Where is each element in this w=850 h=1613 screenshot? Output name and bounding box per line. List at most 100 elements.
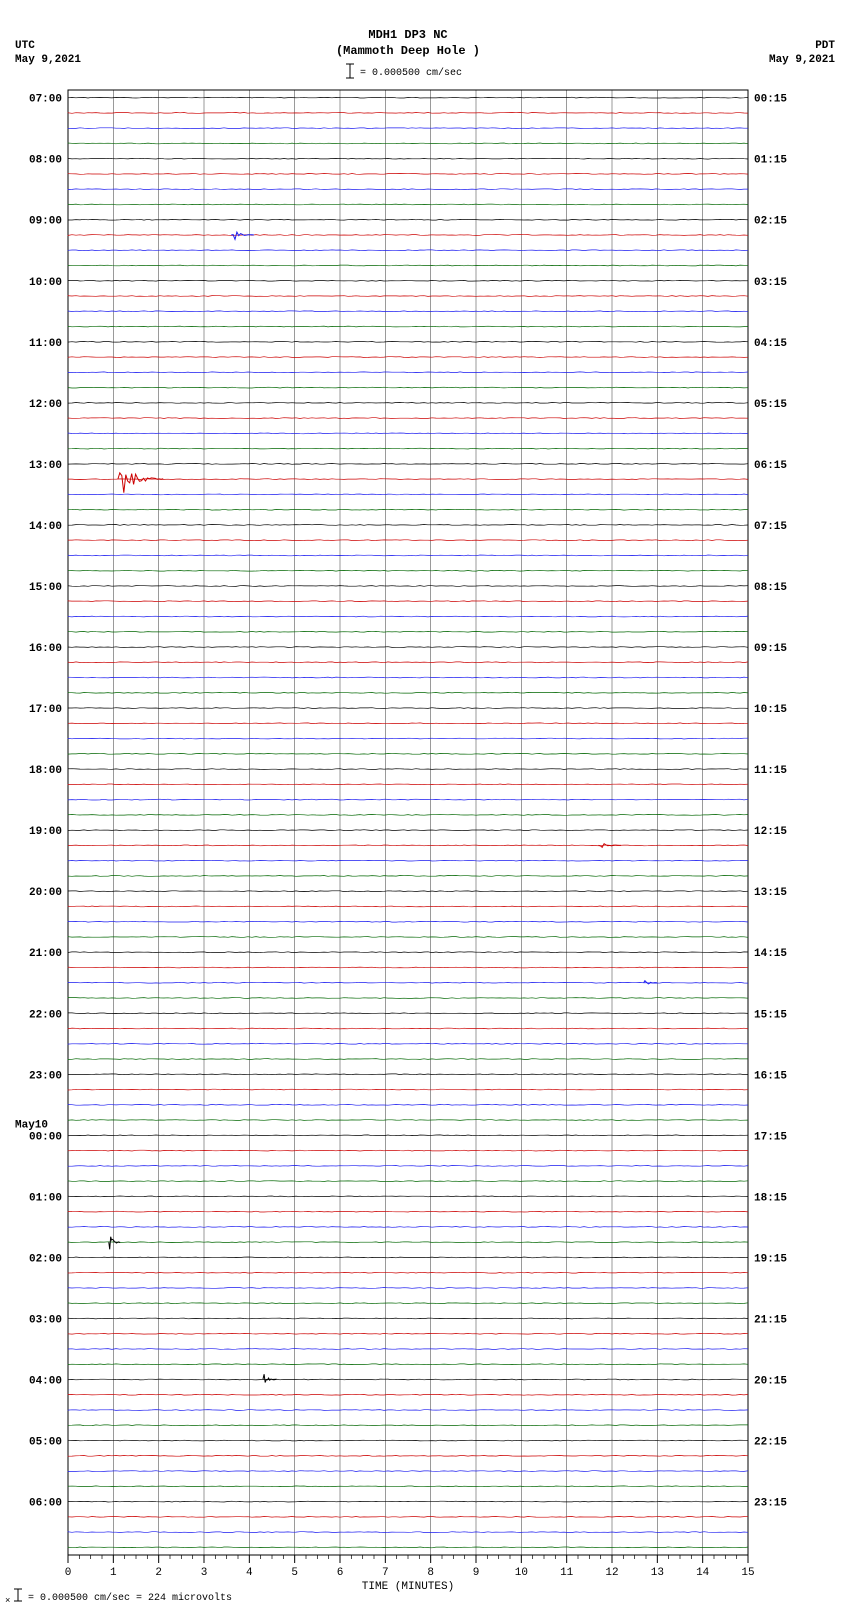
right-hour-label: 04:15 bbox=[754, 338, 787, 350]
right-hour-label: 20:15 bbox=[754, 1376, 787, 1388]
trace-row bbox=[68, 647, 748, 648]
right-hour-label: 13:15 bbox=[754, 887, 787, 899]
trace-row bbox=[68, 998, 748, 999]
trace-row bbox=[68, 402, 748, 403]
trace-row bbox=[68, 1333, 748, 1334]
x-tick-label: 9 bbox=[473, 1567, 480, 1579]
right-hour-label: 15:15 bbox=[754, 1009, 787, 1021]
trace-row bbox=[68, 1486, 748, 1487]
trace-row bbox=[68, 555, 748, 556]
trace-row bbox=[68, 219, 748, 220]
trace-row bbox=[68, 1028, 748, 1029]
trace-row bbox=[68, 113, 748, 114]
left-hour-label: 06:00 bbox=[29, 1498, 62, 1510]
trace-row bbox=[68, 1135, 748, 1136]
x-tick-label: 14 bbox=[696, 1567, 710, 1579]
trace-row bbox=[68, 570, 748, 571]
right-hour-label: 02:15 bbox=[754, 216, 787, 228]
trace-row bbox=[68, 1379, 748, 1380]
trace-row bbox=[68, 631, 748, 632]
trace-row bbox=[68, 616, 748, 617]
trace-row bbox=[68, 1516, 748, 1517]
trace-row bbox=[68, 341, 748, 342]
trace-row bbox=[68, 921, 748, 922]
right-hour-label: 00:15 bbox=[754, 94, 787, 106]
trace-row bbox=[68, 1242, 748, 1243]
right-hour-label: 22:15 bbox=[754, 1437, 787, 1449]
left-hour-label: 19:00 bbox=[29, 826, 62, 838]
right-hour-label: 16:15 bbox=[754, 1070, 787, 1082]
trace-row bbox=[68, 494, 748, 495]
trace-row bbox=[68, 662, 748, 663]
trace-row bbox=[68, 1166, 748, 1167]
trace-row bbox=[68, 906, 748, 907]
seismic-event bbox=[109, 1237, 120, 1250]
trace-row bbox=[68, 357, 748, 358]
right-hour-label: 23:15 bbox=[754, 1498, 787, 1510]
trace-row bbox=[68, 1349, 748, 1350]
trace-row bbox=[68, 1272, 748, 1273]
trace-row bbox=[68, 265, 748, 266]
right-hour-label: 01:15 bbox=[754, 155, 787, 167]
right-hour-label: 08:15 bbox=[754, 582, 787, 594]
trace-row bbox=[68, 311, 748, 312]
trace-row bbox=[68, 769, 748, 770]
left-hour-label: 05:00 bbox=[29, 1437, 62, 1449]
trace-row bbox=[68, 540, 748, 541]
trace-row bbox=[68, 433, 748, 434]
left-hour-label: 04:00 bbox=[29, 1376, 62, 1388]
trace-row bbox=[68, 1394, 748, 1395]
trace-row bbox=[68, 372, 748, 373]
x-tick-label: 0 bbox=[65, 1567, 72, 1579]
x-tick-label: 6 bbox=[337, 1567, 344, 1579]
date-left: May 9,2021 bbox=[15, 54, 81, 66]
left-hour-label: 12:00 bbox=[29, 399, 62, 411]
trace-row bbox=[68, 677, 748, 678]
footer-label: = 0.000500 cm/sec = 224 microvolts bbox=[28, 1592, 232, 1604]
trace-row bbox=[68, 1043, 748, 1044]
trace-row bbox=[68, 189, 748, 190]
trace-row bbox=[68, 326, 748, 327]
seismic-event bbox=[118, 473, 163, 493]
midnight-label: May10 bbox=[15, 1119, 48, 1131]
trace-row bbox=[68, 1471, 748, 1472]
trace-row bbox=[68, 158, 748, 159]
left-hour-label: 00:00 bbox=[29, 1131, 62, 1143]
trace-row bbox=[68, 1104, 748, 1105]
trace-row bbox=[68, 815, 748, 816]
trace-row bbox=[68, 296, 748, 297]
seismic-event bbox=[231, 232, 254, 239]
x-tick-label: 11 bbox=[560, 1567, 574, 1579]
left-hour-label: 13:00 bbox=[29, 460, 62, 472]
trace-row bbox=[68, 723, 748, 724]
trace-row bbox=[68, 280, 748, 281]
trace-row bbox=[68, 479, 748, 480]
left-hour-label: 01:00 bbox=[29, 1192, 62, 1204]
left-hour-label: 08:00 bbox=[29, 155, 62, 167]
left-hour-label: 07:00 bbox=[29, 94, 62, 106]
trace-row bbox=[68, 784, 748, 785]
left-hour-label: 03:00 bbox=[29, 1314, 62, 1326]
x-tick-label: 7 bbox=[382, 1567, 389, 1579]
right-hour-label: 10:15 bbox=[754, 704, 787, 716]
x-tick-label: 4 bbox=[246, 1567, 253, 1579]
trace-row bbox=[68, 174, 748, 175]
trace-row bbox=[68, 692, 748, 693]
trace-row bbox=[68, 601, 748, 602]
trace-row bbox=[68, 128, 748, 129]
trace-row bbox=[68, 525, 748, 526]
trace-row bbox=[68, 1288, 748, 1289]
left-hour-label: 14:00 bbox=[29, 521, 62, 533]
trace-row bbox=[68, 967, 748, 968]
trace-row bbox=[68, 799, 748, 800]
trace-row bbox=[68, 876, 748, 877]
trace-row bbox=[68, 1501, 748, 1502]
x-tick-label: 1 bbox=[110, 1567, 117, 1579]
x-tick-label: 3 bbox=[201, 1567, 208, 1579]
left-hour-label: 20:00 bbox=[29, 887, 62, 899]
tz-right: PDT bbox=[815, 40, 835, 52]
right-hour-label: 17:15 bbox=[754, 1131, 787, 1143]
trace-row bbox=[68, 891, 748, 892]
trace-row bbox=[68, 1196, 748, 1197]
left-hour-label: 21:00 bbox=[29, 948, 62, 960]
